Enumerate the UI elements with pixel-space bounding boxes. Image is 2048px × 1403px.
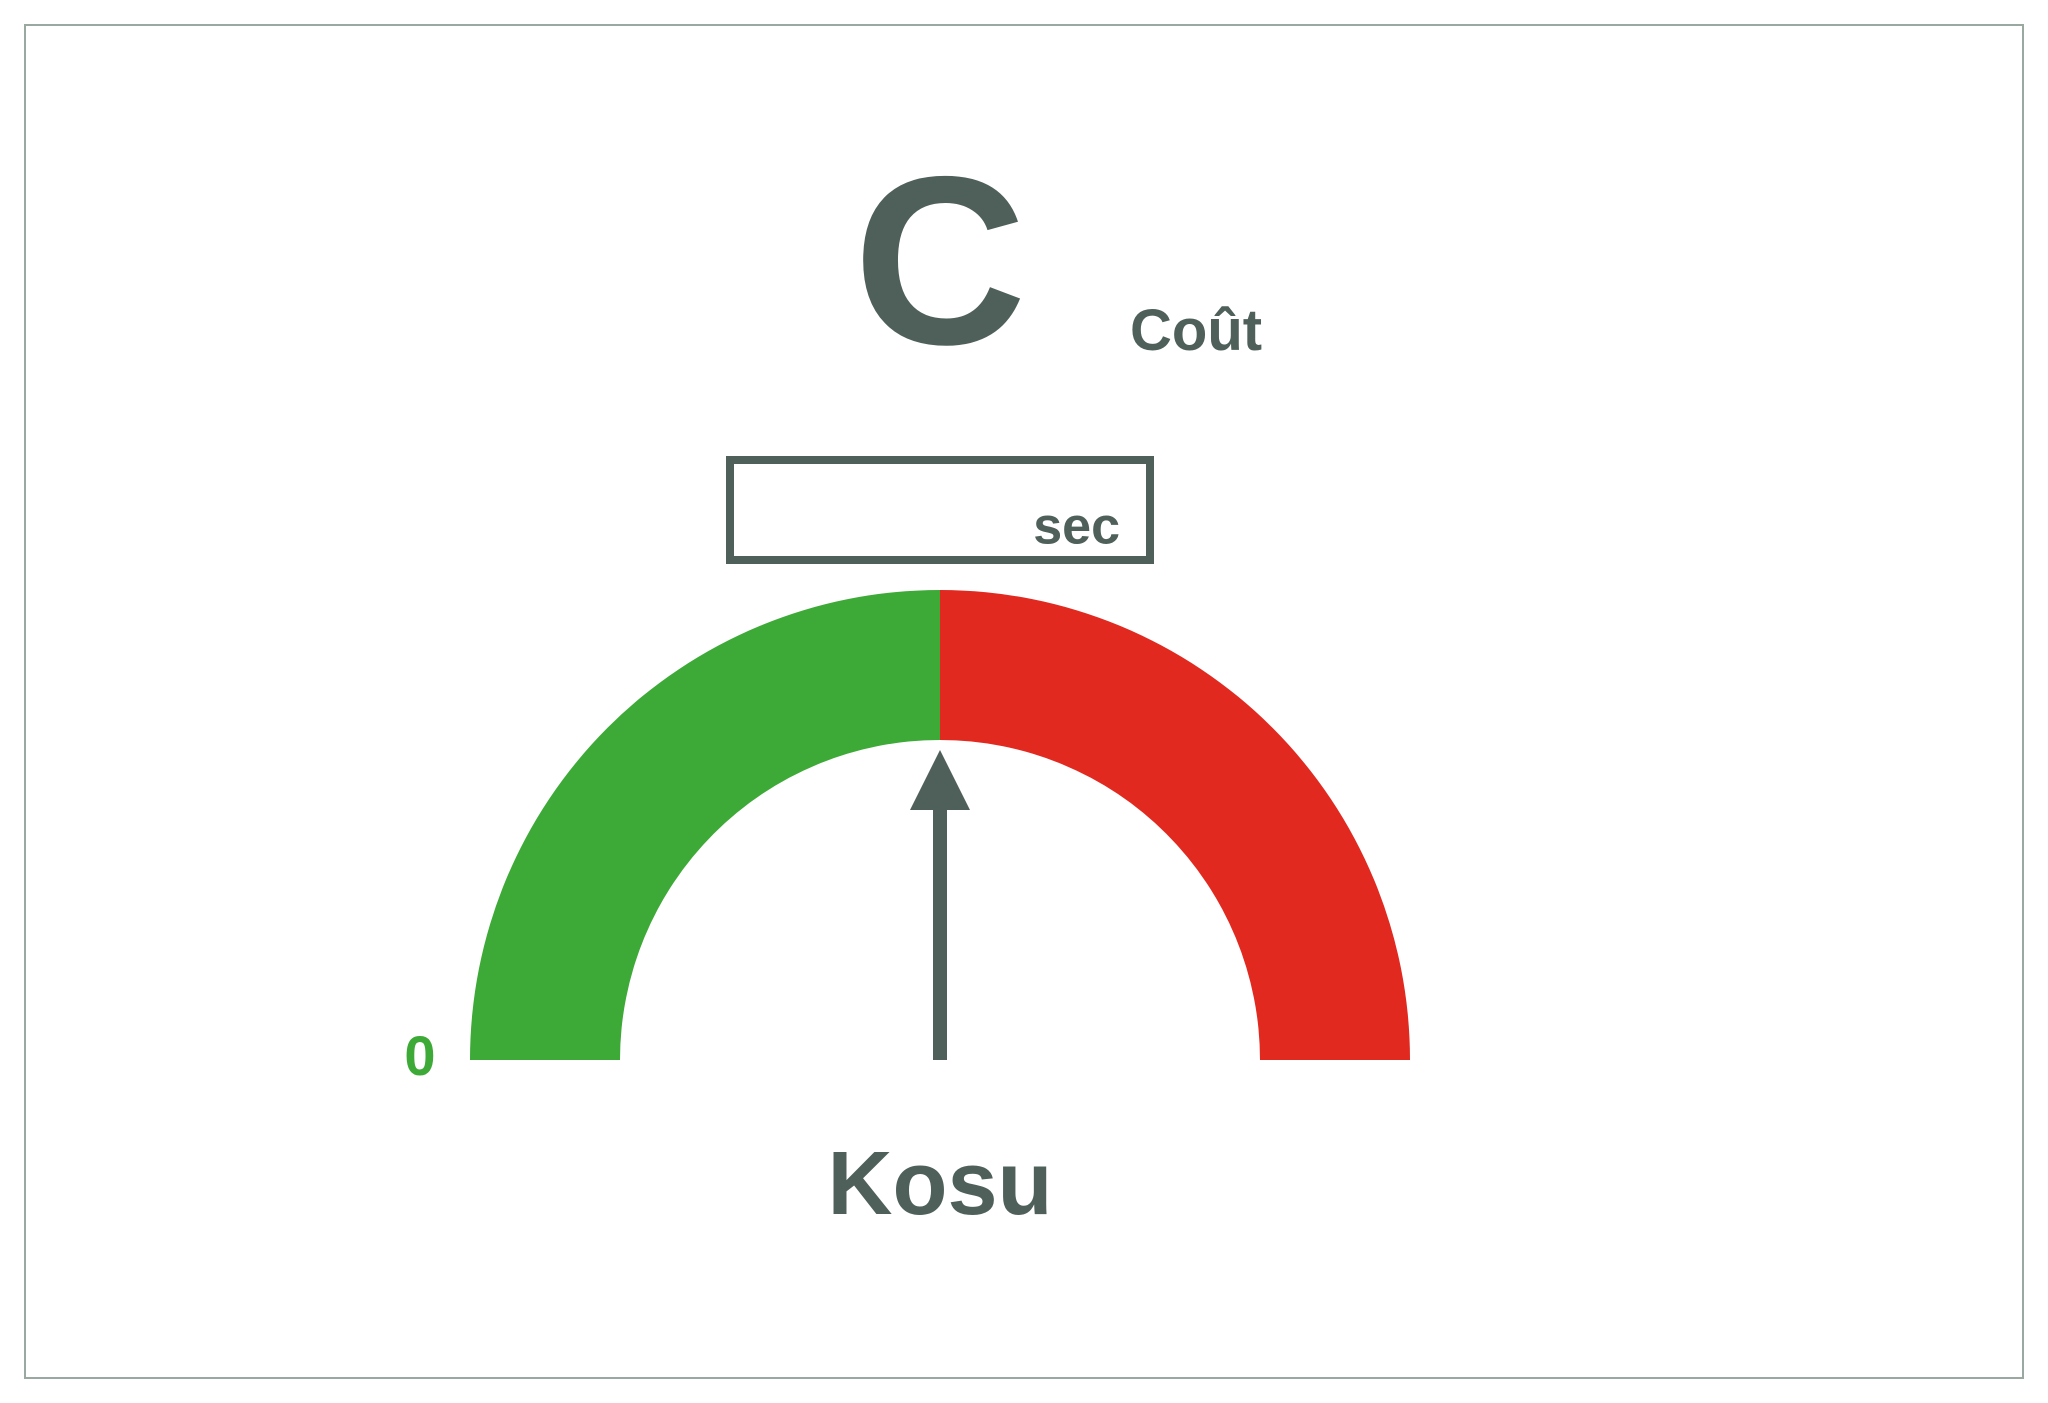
needle-shaft [933,800,947,1060]
diagram-canvas: C Coût sec 0 Kosu [0,0,2048,1403]
header-subtitle: Coût [1130,298,1262,363]
gauge-bottom-label: Kosu [828,1134,1053,1234]
diagram-svg: C Coût sec 0 Kosu [0,0,2048,1403]
gauge-right-segment [940,590,1410,1060]
header-letter: C [853,126,1026,394]
value-box-unit: sec [1033,498,1120,556]
gauge-min-label: 0 [404,1024,435,1087]
gauge-left-segment [470,590,940,1060]
gauge: 0 Kosu [404,590,1410,1234]
gauge-needle [910,750,970,1060]
needle-arrowhead [910,750,970,810]
